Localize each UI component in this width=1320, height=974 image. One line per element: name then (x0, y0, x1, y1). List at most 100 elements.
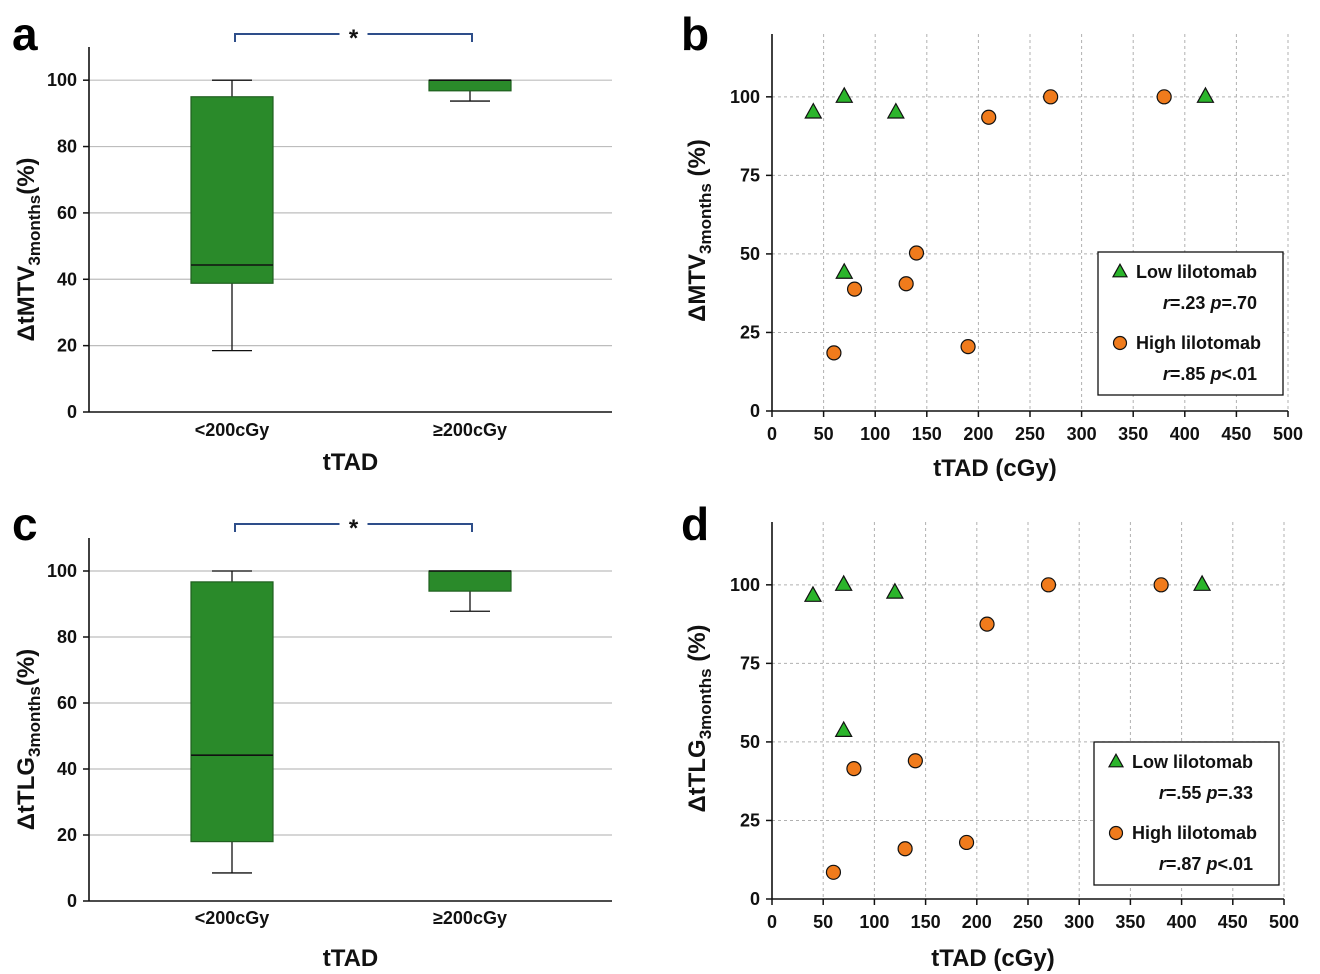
data-point-high-lilotomab (825, 864, 842, 880)
x-tick-label: 200 (962, 912, 992, 932)
x-tick-label: 300 (1067, 424, 1097, 444)
data-point-low-lilotomab (834, 574, 853, 591)
x-axis-title: tTAD (323, 945, 379, 972)
x-tick-label: 150 (911, 912, 941, 932)
y-tick-label: 0 (67, 891, 77, 911)
y-tick-label: 50 (740, 244, 760, 264)
y-tick-label: 100 (47, 561, 77, 581)
x-tick-label: 500 (1269, 912, 1299, 932)
legend-stats: r=.85 p<.01 (1163, 364, 1257, 384)
x-tick-label: 150 (912, 424, 942, 444)
y-tick-label: 100 (730, 575, 760, 595)
data-point-low-lilotomab (835, 86, 854, 103)
x-tick-label: 450 (1221, 424, 1251, 444)
panel-letter-b: b (681, 8, 709, 60)
legend-circle-icon (1108, 825, 1124, 841)
panel-letter-d: d (681, 498, 709, 550)
panel-letter-c: c (12, 498, 38, 550)
x-tick-label: 250 (1013, 912, 1043, 932)
y-tick-label: 40 (57, 269, 77, 289)
y-tick-label: 0 (750, 889, 760, 909)
legend-series-name: High lilotomab (1136, 333, 1261, 353)
data-point-low-lilotomab (804, 102, 823, 119)
x-axis-title: tTAD (323, 449, 379, 476)
y-axis-title: ΔtMTV3months(%) (13, 157, 44, 341)
x-tick-label: 0 (767, 912, 777, 932)
y-tick-label: 20 (57, 336, 77, 356)
x-tick-label: 0 (767, 424, 777, 444)
x-tick-label: 50 (814, 424, 834, 444)
legend: Low lilotomab r=.55 p=.33 High lilotomab r=… (1093, 741, 1280, 886)
y-tick-label: 25 (740, 810, 760, 830)
significance-bracket-right (367, 33, 473, 42)
significance-bracket-right (367, 523, 473, 532)
data-point-high-lilotomab (1153, 577, 1169, 593)
data-point-high-lilotomab (907, 753, 923, 769)
y-tick-label: 80 (57, 627, 77, 647)
panel-d-scatter: 0 50 100 150 200 250 300 350 400 450 500 0 25 50 75 100… (684, 522, 1299, 972)
data-point-low-lilotomab (803, 585, 822, 602)
x-tick-label: 400 (1170, 424, 1200, 444)
data-point-high-lilotomab (1043, 89, 1059, 105)
x-tick-label: <200cGy (195, 420, 270, 440)
data-point-low-lilotomab (835, 262, 854, 279)
panel-a-boxplot: 0 20 40 60 80 100 <200cGy ≥200cGy * tTAD ΔtMTV3mon… (13, 25, 612, 476)
x-tick-label: 500 (1273, 424, 1303, 444)
x-tick-label: ≥200cGy (433, 420, 507, 440)
y-tick-label: 60 (57, 693, 77, 713)
x-tick-label: 200 (963, 424, 993, 444)
panel-letter-a: a (12, 8, 38, 60)
x-tick-label: <200cGy (195, 908, 270, 928)
y-tick-label: 60 (57, 203, 77, 223)
legend-stats: r=.55 p=.33 (1159, 783, 1253, 803)
x-tick-label: 300 (1064, 912, 1094, 932)
data-point-high-lilotomab (897, 841, 913, 857)
data-point-high-lilotomab (979, 616, 995, 632)
x-tick-label: 400 (1167, 912, 1197, 932)
y-tick-label: 40 (57, 759, 77, 779)
data-point-high-lilotomab (846, 281, 863, 297)
x-axis-title: tTAD (cGy) (931, 945, 1055, 972)
data-point-low-lilotomab (1193, 574, 1212, 591)
legend-stats: r=.23 p=.70 (1163, 293, 1257, 313)
legend: Low lilotomab r=.23 p=.70 High lilotomab r=… (1097, 251, 1284, 396)
legend-box (1097, 251, 1284, 396)
y-tick-label: 75 (740, 653, 760, 673)
data-point-high-lilotomab (826, 345, 842, 361)
data-point-low-lilotomab (886, 102, 905, 119)
data-point-high-lilotomab (846, 761, 862, 777)
x-tick-label: ≥200cGy (433, 908, 507, 928)
x-tick-label: 350 (1118, 424, 1148, 444)
legend-series-name: High lilotomab (1132, 823, 1257, 843)
data-point-high-lilotomab (908, 245, 925, 261)
significance-marker: * (349, 515, 359, 542)
data-point-high-lilotomab (1156, 89, 1172, 105)
y-tick-label: 75 (740, 165, 760, 185)
box (190, 96, 274, 284)
y-tick-label: 25 (740, 322, 760, 342)
x-axis-title: tTAD (cGy) (933, 455, 1057, 482)
significance-marker: * (349, 25, 359, 52)
data-point-low-lilotomab (1196, 86, 1215, 103)
y-tick-label: 100 (730, 87, 760, 107)
y-tick-label: 80 (57, 137, 77, 157)
x-tick-label: 100 (860, 424, 890, 444)
data-point-high-lilotomab (1040, 577, 1057, 593)
y-tick-label: 100 (47, 70, 77, 90)
data-point-high-lilotomab (981, 109, 997, 125)
y-tick-label: 0 (67, 402, 77, 422)
y-tick-label: 0 (750, 401, 760, 421)
x-tick-label: 50 (813, 912, 833, 932)
y-axis-title: ΔMTV3months (%) (684, 139, 715, 322)
panel-b-scatter: 0 50 100 150 200 250 300 350 400 450 500 0 25 50 75 100… (684, 34, 1303, 482)
panel-c-boxplot: 0 20 40 60 80 100 <200cGy ≥200cGy * tTAD ΔtTLG3mon… (13, 515, 612, 972)
legend-triangle-icon (1111, 262, 1129, 278)
y-axis-title: ΔtTLG3months (%) (684, 624, 715, 812)
box (428, 79, 512, 92)
y-tick-label: 50 (740, 732, 760, 752)
data-point-low-lilotomab (834, 720, 853, 737)
data-point-high-lilotomab (898, 276, 914, 292)
legend-series-name: Low lilotomab (1132, 752, 1253, 772)
significance-bracket-left (234, 523, 340, 532)
